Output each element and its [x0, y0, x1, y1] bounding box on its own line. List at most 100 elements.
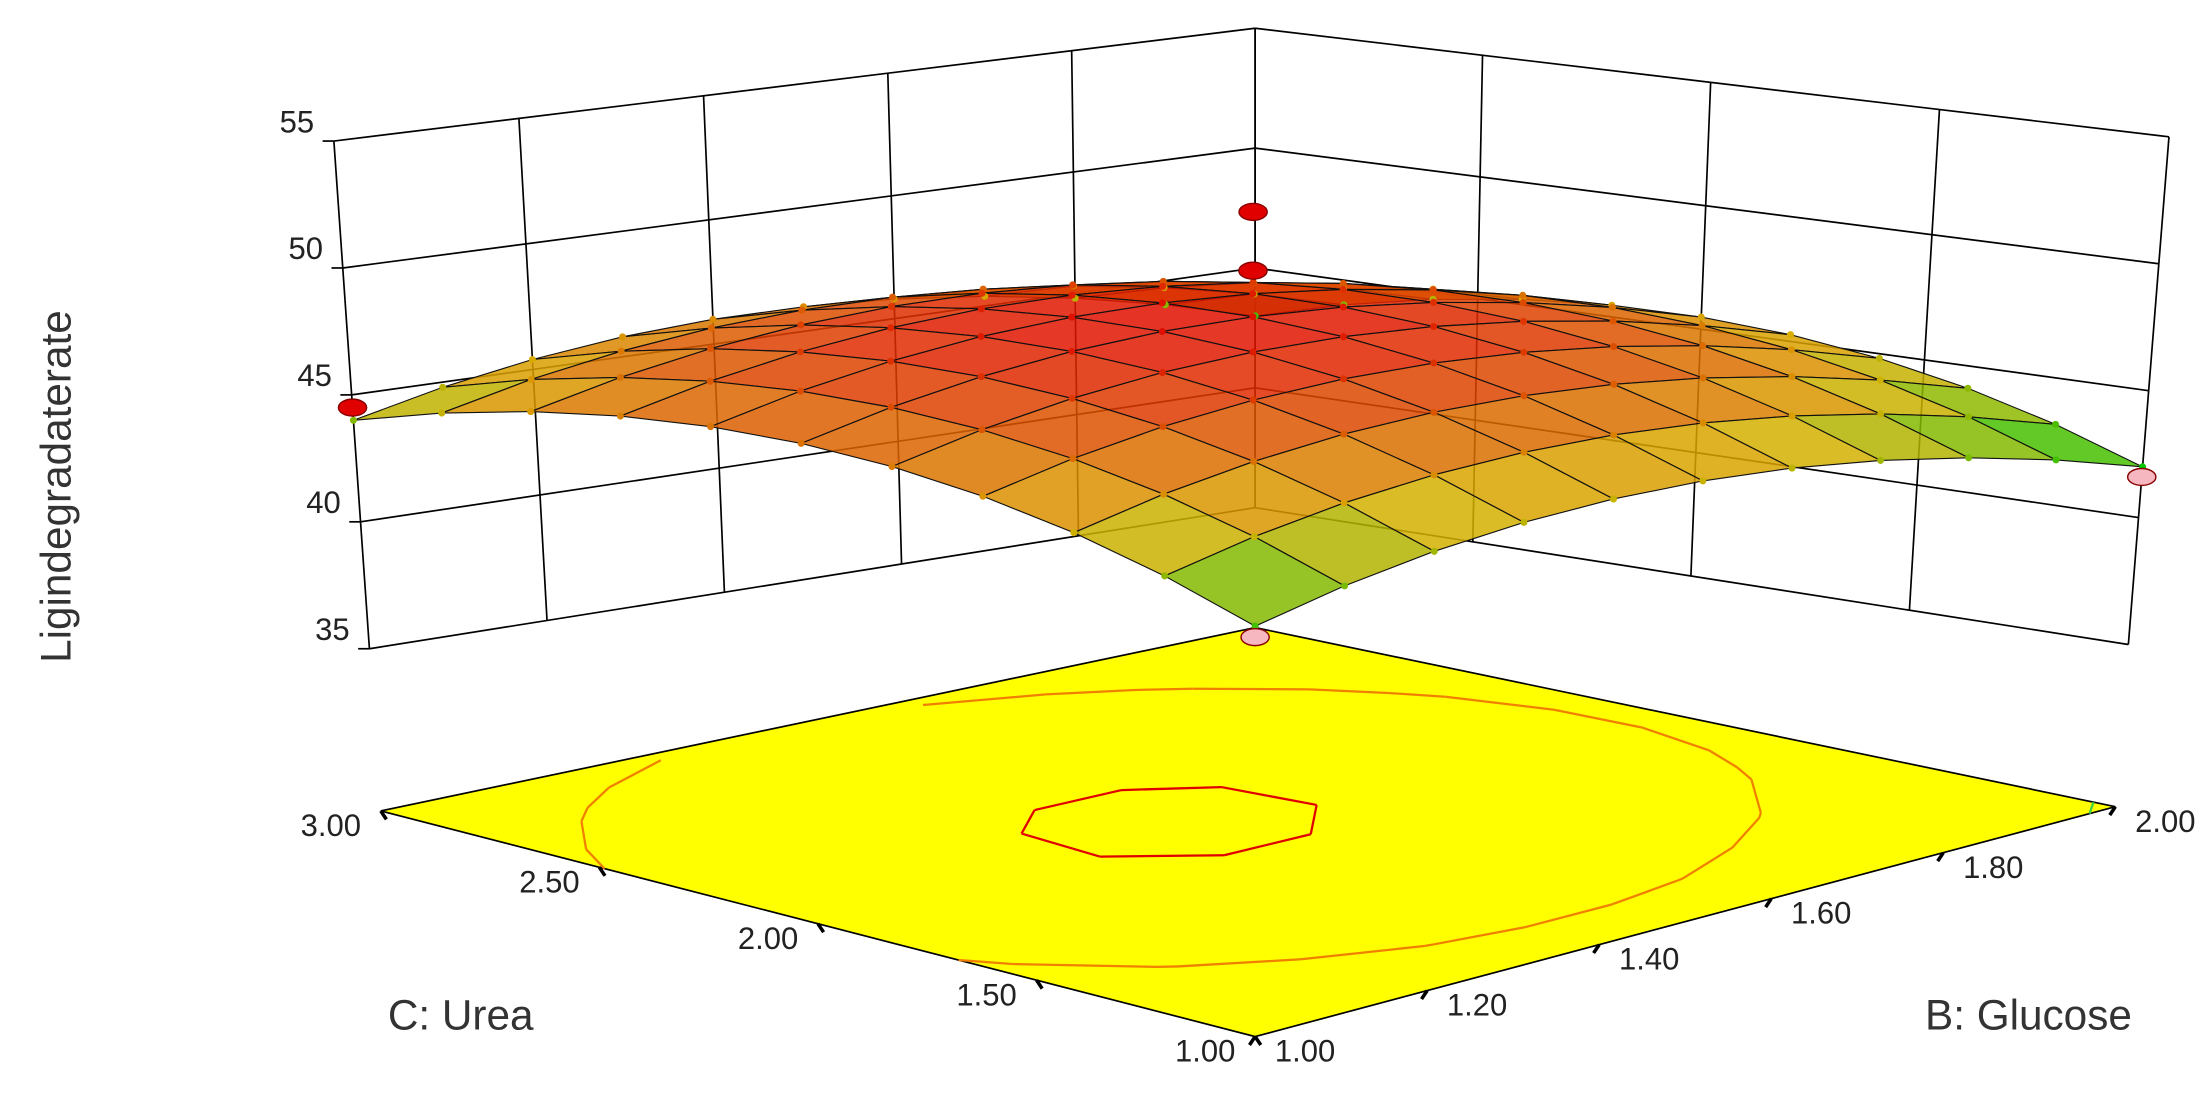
x-tick-label: 1.80: [1963, 850, 2023, 885]
z-tick-label: 45: [297, 358, 332, 393]
surface-point: [1160, 490, 1168, 498]
surface-point: [1699, 419, 1707, 427]
contour-segment: [1445, 695, 1555, 711]
contour-segment: [1388, 691, 1446, 698]
x-tick-label: 2.00: [2135, 804, 2195, 839]
surface-point: [1964, 413, 1973, 421]
wall-grid-line: [2127, 136, 2170, 645]
surface-point: [707, 423, 715, 431]
surface-point: [527, 375, 535, 383]
surface-point: [1249, 313, 1257, 321]
surface-point: [1609, 317, 1617, 325]
surface-point: [796, 387, 804, 395]
surface-point: [1069, 455, 1077, 463]
contour-segment: [1300, 944, 1425, 961]
wall-grid-line: [333, 27, 1256, 142]
contour-segment: [1553, 708, 1643, 729]
x-axis-title: B: Glucose: [1925, 991, 2132, 1038]
contour-segment: [608, 759, 662, 789]
surface-point: [2052, 456, 2060, 464]
plot: 35 40 45 50 55 1.00 1.20 1.40 1.60 1.80 2.00 1.00 1.…: [280, 27, 2196, 1069]
design-point: [2126, 467, 2157, 487]
surface-point: [1877, 410, 1885, 418]
y-tick-label: 1.50: [956, 977, 1016, 1012]
surface-point: [1161, 572, 1169, 580]
wall-grid-line: [1255, 147, 2159, 265]
surface-point: [439, 383, 447, 391]
contour-segment: [1099, 854, 1225, 858]
x-tick-mark: [1592, 943, 1601, 955]
surface-point: [1430, 322, 1438, 331]
wall-grid-line: [333, 140, 371, 649]
contour-segment: [1525, 903, 1613, 929]
surface-point: [1610, 380, 1618, 388]
x-tick-label: 1.40: [1619, 942, 1679, 977]
z-tick-label: 40: [306, 485, 341, 520]
contour-segment: [1034, 788, 1122, 812]
surface-point: [887, 324, 895, 332]
surface-point: [438, 409, 446, 417]
z-tick-label: 50: [289, 231, 324, 266]
design-point: [1240, 628, 1270, 647]
contour-segment: [2088, 801, 2095, 814]
surface-point: [978, 289, 986, 297]
surface-point: [797, 321, 805, 329]
surface-point: [1339, 279, 1347, 287]
surface-point: [1875, 354, 1883, 362]
surface-point: [1520, 392, 1528, 400]
surface-point: [1339, 303, 1347, 311]
surface-point: [1429, 286, 1437, 294]
surface-point: [1070, 529, 1078, 537]
surface-point: [1430, 471, 1438, 479]
surface-point: [707, 324, 715, 332]
surface-point: [1339, 285, 1347, 293]
surface-point: [1068, 313, 1076, 321]
contour-segment: [1020, 809, 1036, 835]
surface-point: [349, 416, 357, 424]
y-tick-mark: [379, 809, 388, 821]
surface-point: [888, 293, 897, 301]
surface-point: [1519, 298, 1527, 307]
surface-point: [887, 303, 895, 311]
contour-segment: [580, 821, 588, 850]
contour-segment: [585, 848, 606, 870]
surface-point: [1699, 342, 1707, 350]
contour-segment: [1731, 817, 1761, 849]
contour-segment: [1121, 785, 1222, 792]
surface-point: [1609, 342, 1617, 351]
contour-segment: [586, 786, 610, 809]
contour-segment: [1758, 812, 1762, 819]
y-axis-title: C: Urea: [388, 991, 534, 1038]
surface-point: [887, 357, 895, 365]
contour-segment: [1045, 688, 1135, 696]
surface-point: [1069, 281, 1077, 289]
surface-point: [977, 333, 985, 341]
surface-point: [706, 345, 714, 353]
surface-point: [1430, 359, 1438, 367]
surface-point: [528, 355, 536, 363]
surface-point: [1340, 499, 1348, 507]
surface-point: [1068, 347, 1076, 355]
surface-point: [1250, 457, 1258, 465]
contour-segment: [1192, 687, 1310, 691]
surface-point: [977, 305, 985, 313]
surface-point: [1250, 533, 1258, 541]
surface-point: [1699, 477, 1707, 485]
surface-point: [616, 412, 624, 420]
surface-point: [1610, 431, 1618, 439]
surface-point: [1340, 375, 1348, 383]
surface-point: [1788, 464, 1796, 472]
contour-segment: [1221, 785, 1317, 807]
contour-segment: [1750, 779, 1762, 814]
surface-point: [978, 426, 986, 434]
surface-point: [1249, 396, 1257, 404]
surface-point: [709, 315, 717, 323]
contour-segment: [580, 807, 589, 822]
y-tick-mark: [816, 922, 826, 934]
surface-point: [1340, 430, 1348, 438]
surface-point: [1158, 299, 1166, 307]
y-tick-label: 2.00: [738, 921, 798, 956]
contour-segment: [1682, 846, 1733, 880]
surface-point: [1249, 348, 1257, 356]
